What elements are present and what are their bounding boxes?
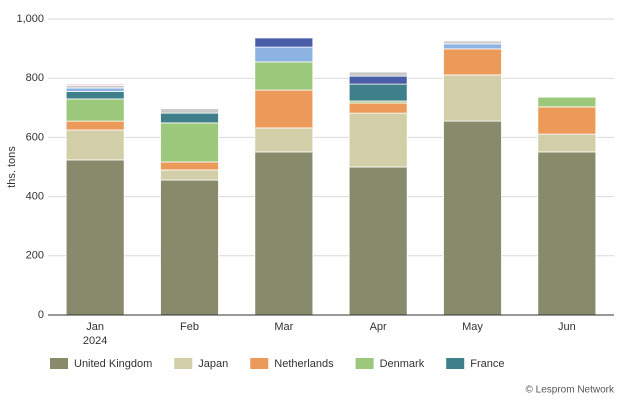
bar-segment xyxy=(160,169,219,181)
y-axis-label: ths. tons xyxy=(6,146,18,188)
bar-segment xyxy=(65,120,125,131)
bar-segment xyxy=(160,161,219,171)
bar-segment xyxy=(254,37,314,48)
bar-segment xyxy=(254,46,314,63)
bar-segment xyxy=(160,122,219,163)
bar-segment xyxy=(160,112,219,124)
legend-swatch xyxy=(250,358,269,369)
bar-segment xyxy=(537,106,597,135)
bar-segment xyxy=(254,151,314,316)
bar-segment xyxy=(537,151,597,316)
y-tick-label: 400 xyxy=(26,191,44,203)
legend-label: United Kingdom xyxy=(74,358,152,370)
bar-segment xyxy=(348,102,408,114)
bar-segment xyxy=(443,74,502,122)
legend-swatch xyxy=(50,358,68,369)
bar-segment xyxy=(443,43,502,50)
bar-segment xyxy=(443,48,502,76)
bar-segment xyxy=(537,96,597,98)
x-tick-label: Feb xyxy=(180,321,199,333)
bar-segment xyxy=(254,127,314,153)
bar-segment xyxy=(537,133,597,153)
legend-label: Denmark xyxy=(380,358,425,370)
bar-segment xyxy=(65,98,125,122)
bar-segment xyxy=(65,159,125,316)
y-tick-label: 600 xyxy=(26,131,44,143)
bar-segment xyxy=(348,71,408,77)
bar-segment xyxy=(443,120,502,316)
credit: © Lesprom Network xyxy=(525,385,615,396)
bar-segment xyxy=(160,179,219,316)
bar-segment xyxy=(348,83,408,102)
y-tick-label: 800 xyxy=(26,72,44,84)
bar-segment xyxy=(254,89,314,129)
x-tick-label: Apr xyxy=(370,321,387,333)
bar-segment xyxy=(348,75,408,85)
y-tick-label: 1,000 xyxy=(16,13,44,25)
x-tick-label: May xyxy=(462,321,483,333)
legend-label: France xyxy=(470,358,504,370)
y-tick-label: 0 xyxy=(38,309,44,321)
bar-segment xyxy=(348,166,408,316)
bar-segment xyxy=(254,61,314,91)
x-tick-label: Jan 2024 xyxy=(83,321,107,347)
bar-segment xyxy=(160,108,219,114)
legend-swatch xyxy=(355,358,374,369)
bar-segment xyxy=(65,87,125,92)
x-tick-label: Jun xyxy=(558,321,576,333)
bar-segment xyxy=(443,40,502,45)
legend-swatch xyxy=(446,358,465,369)
bar-segment xyxy=(65,129,125,161)
bar-segment xyxy=(65,91,125,100)
y-tick-label: 200 xyxy=(26,250,44,262)
x-tick-label: Mar xyxy=(274,321,293,333)
bar-segment xyxy=(65,83,125,87)
bar-segment xyxy=(537,96,597,108)
legend-label: Japan xyxy=(198,358,228,370)
legend-label: Netherlands xyxy=(274,358,334,370)
legend-swatch xyxy=(174,358,193,369)
bar-segment xyxy=(348,112,408,168)
bar-segment xyxy=(443,39,502,42)
